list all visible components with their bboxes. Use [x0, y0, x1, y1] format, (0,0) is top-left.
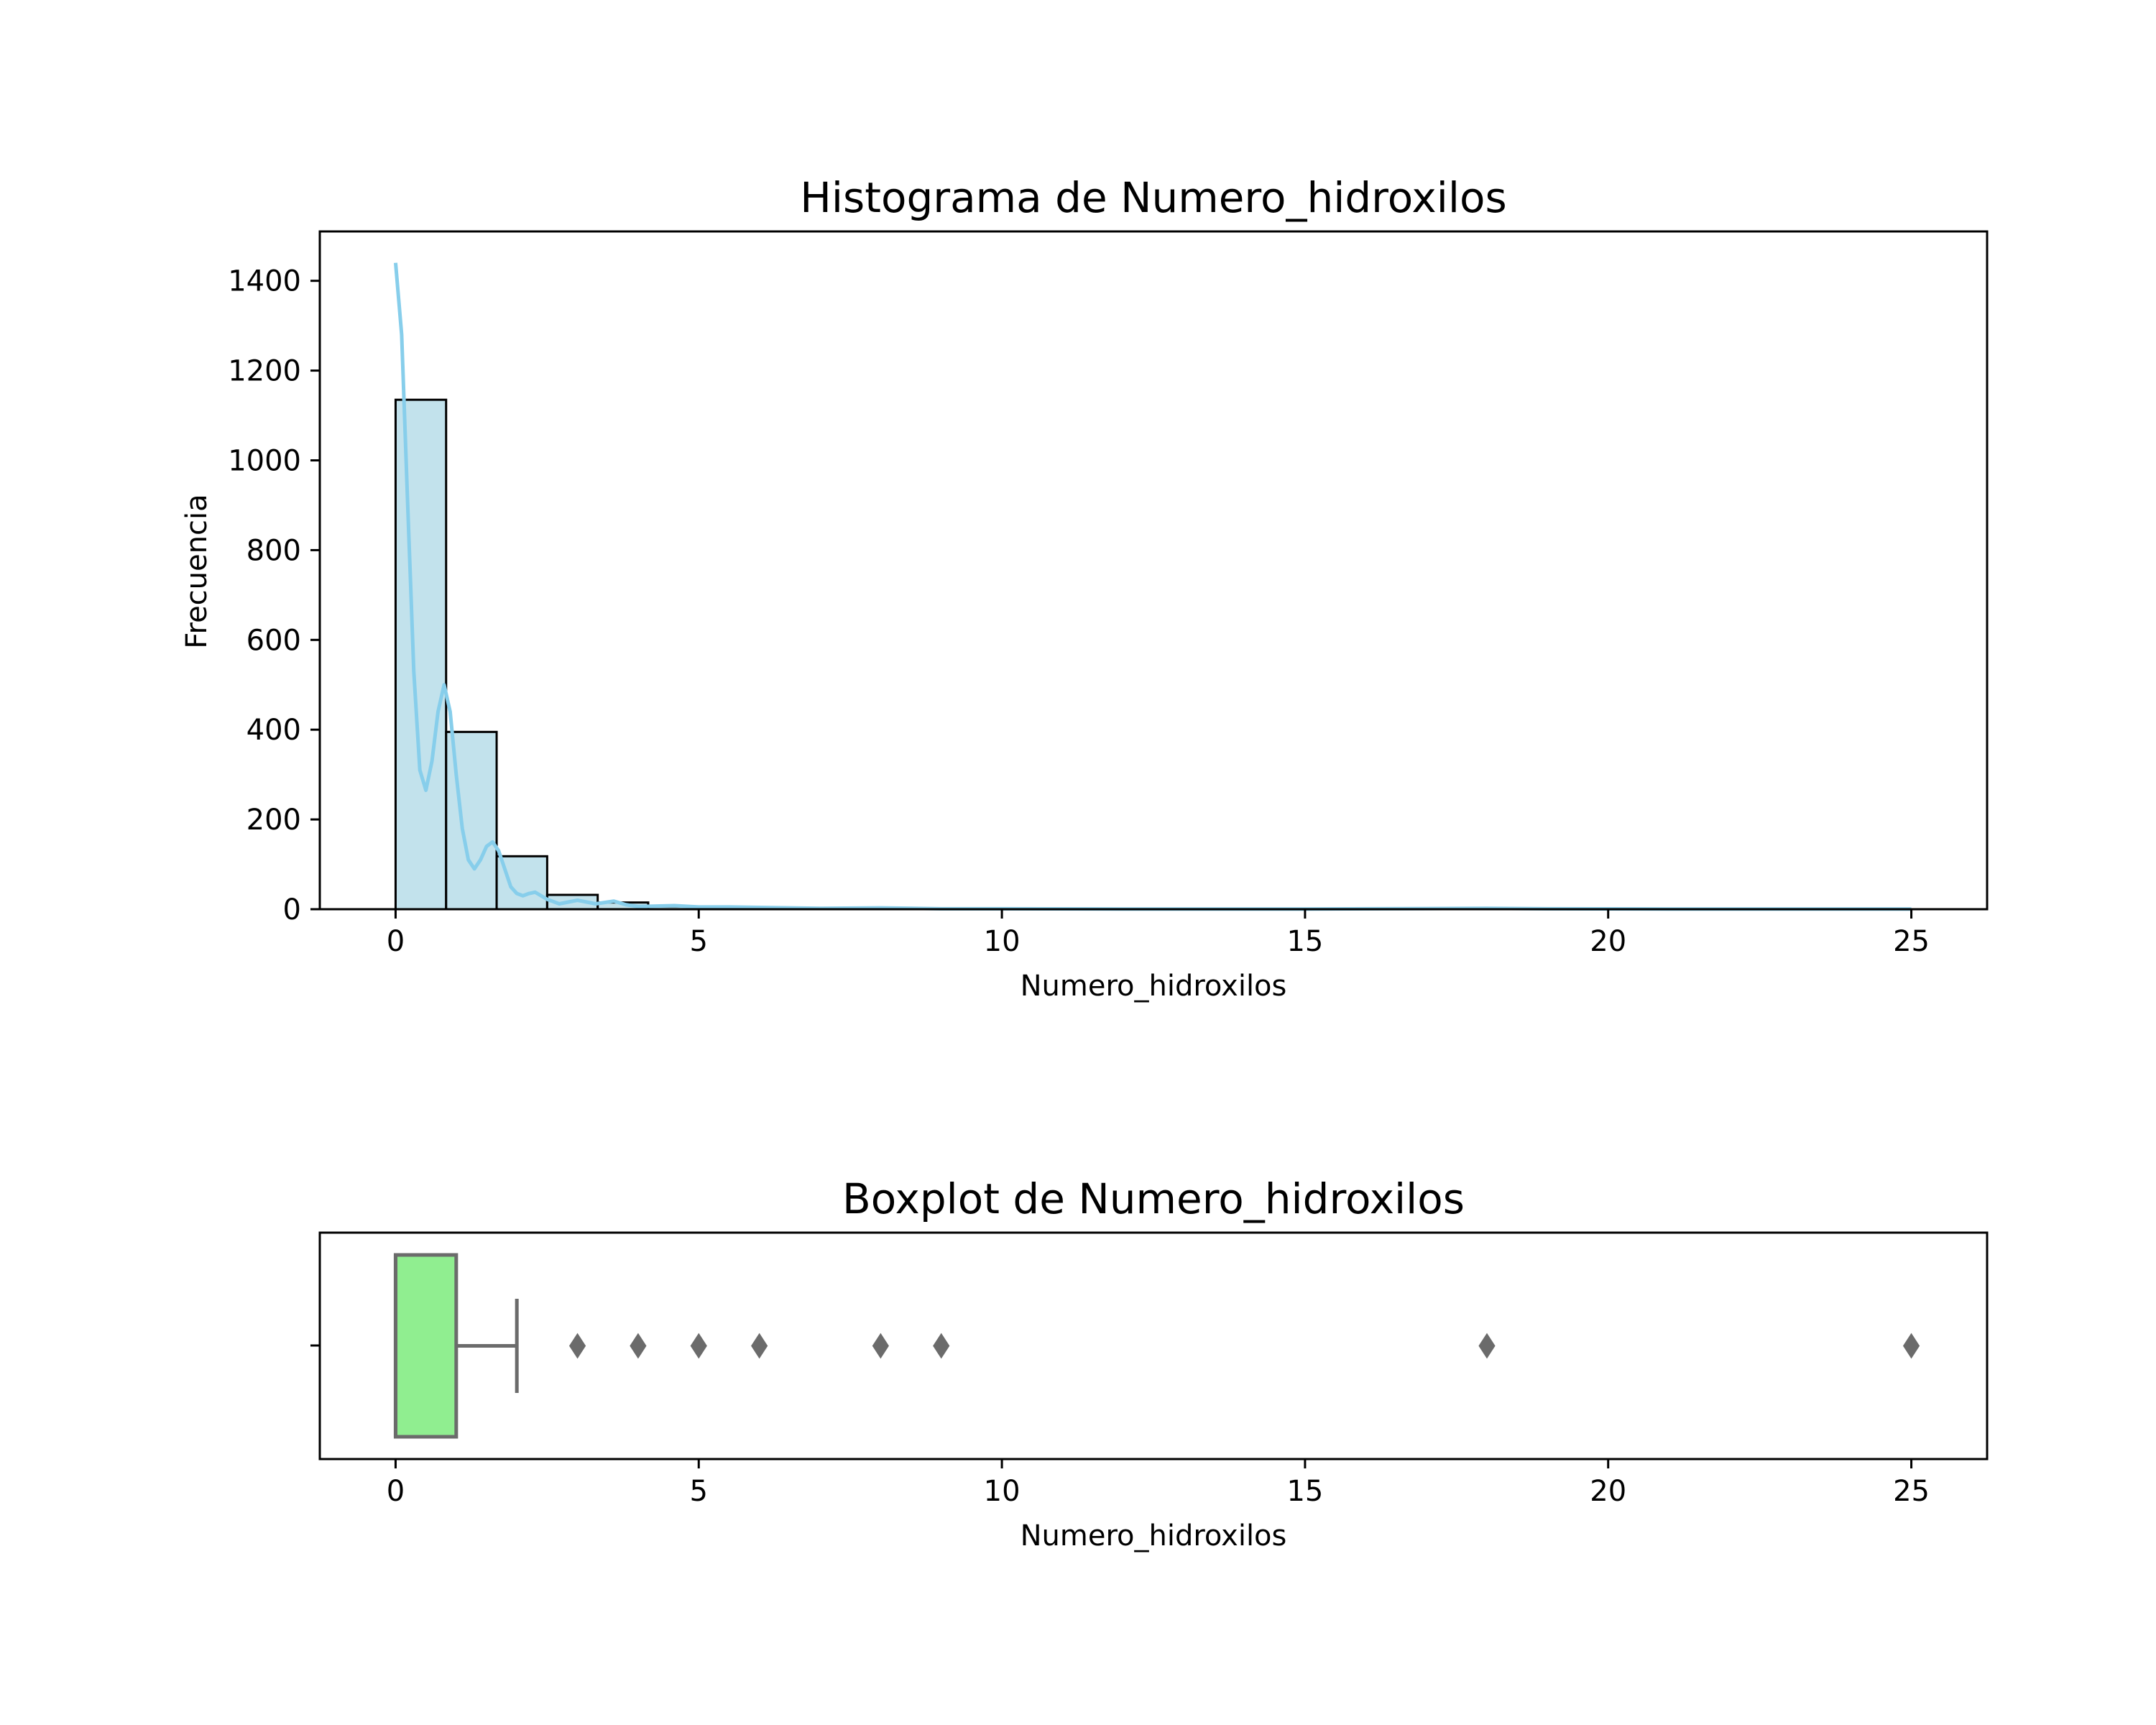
boxplot-x-tick-label: 25: [1893, 1475, 1930, 1508]
histogram-bars: [394, 398, 801, 911]
histogram-x-tick-label: 0: [387, 925, 405, 958]
histogram-y-tick-label: 800: [247, 534, 301, 567]
boxplot-outlier: [933, 1333, 950, 1359]
boxplot-x-tick-label: 15: [1286, 1475, 1323, 1508]
boxplot-outlier: [1902, 1333, 1920, 1359]
histogram-y-tick-label: 1200: [228, 355, 301, 388]
boxplot-outlier: [568, 1333, 586, 1359]
boxplot-outlier: [1478, 1333, 1496, 1359]
histogram-x-tick-label: 5: [690, 925, 708, 958]
boxplot-x-tick-label: 5: [690, 1475, 708, 1508]
kde-line: [393, 262, 1912, 911]
boxplot-x-ticks: 0 5 10 15 20 25: [387, 1459, 1930, 1508]
boxplot-outlier: [690, 1333, 707, 1359]
boxplot-outlier: [751, 1333, 768, 1359]
histogram-panel: Histograma de Numero_hidroxilos 0 5 10 15 20…: [180, 173, 1989, 1003]
boxplot-outlier: [872, 1333, 889, 1359]
boxplot-outlier: [630, 1333, 647, 1359]
histogram-y-axis-label: Frecuencia: [180, 494, 213, 648]
histogram-x-tick-label: 25: [1893, 925, 1930, 958]
histogram-y-tick-label: 200: [247, 804, 301, 837]
histogram-x-ticks: 0 5 10 15 20 25: [387, 909, 1930, 958]
histogram-x-tick-label: 20: [1590, 925, 1626, 958]
histogram-y-tick-label: 600: [247, 624, 301, 657]
histogram-x-axis-label: Numero_hidroxilos: [1021, 970, 1287, 1003]
boxplot-x-tick-label: 10: [984, 1475, 1021, 1508]
boxplot-panel: Boxplot de Numero_hidroxilos 0 5 10 15 20 25 …: [310, 1174, 1989, 1552]
histogram-y-tick-label: 1400: [228, 265, 301, 298]
histogram-y-tick-label: 400: [247, 714, 301, 747]
boxplot-x-tick-label: 20: [1590, 1475, 1626, 1508]
boxplot-x-axis-label: Numero_hidroxilos: [1021, 1519, 1287, 1552]
histogram-y-tick-label: 1000: [228, 444, 301, 477]
boxplot-x-tick-label: 0: [387, 1475, 405, 1508]
histogram-frame: [318, 230, 1989, 911]
boxplot-title: Boxplot de Numero_hidroxilos: [842, 1174, 1465, 1223]
histogram-bar: [394, 398, 448, 911]
histogram-y-ticks: 0 200 400 600 800 1000 1200 1400: [228, 265, 320, 926]
histogram-y-tick-label: 0: [283, 893, 301, 926]
boxplot-elements: [393, 1253, 1920, 1439]
boxplot-box: [393, 1253, 459, 1439]
histogram-title: Histograma de Numero_hidroxilos: [800, 173, 1506, 222]
histogram-x-tick-label: 15: [1286, 925, 1323, 958]
histogram-x-tick-label: 10: [984, 925, 1021, 958]
